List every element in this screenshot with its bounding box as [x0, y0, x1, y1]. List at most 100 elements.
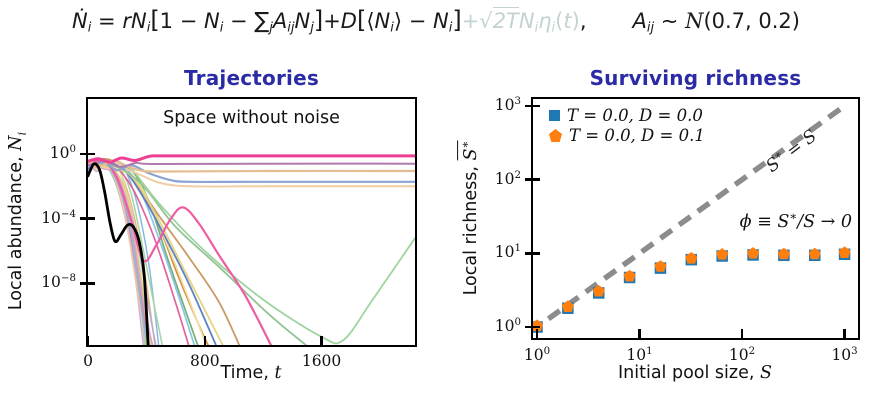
equation-segment: N [433, 9, 449, 33]
equation-noise-term-segment: √ [479, 9, 493, 33]
right-x-tick-label: 100 [523, 346, 551, 365]
equation-segment: N [374, 9, 391, 33]
tick-mark [525, 252, 540, 255]
right-y-label-var: S [460, 148, 481, 161]
right-y-label-text: Local richness, [460, 160, 481, 296]
right-x-tick-label: 103 [831, 346, 858, 365]
left-y-axis-label: Local abundance, Ni [6, 132, 29, 310]
right-y-tick-label: 101 [494, 243, 521, 262]
equation-segment: , [579, 9, 587, 33]
trajectory-line [88, 161, 217, 345]
trajectory-lines-canvas [88, 154, 415, 345]
equation-segment: ⟨ [366, 9, 375, 33]
equation-segment: N [130, 9, 147, 33]
pentagon-marker-icon [549, 129, 562, 142]
left-y-tick-label: 100 [49, 143, 76, 163]
legend-label: T = 0.0, D = 0.1 [569, 126, 705, 145]
right-y-label-sup: ∗ [458, 140, 473, 149]
equation-segment: 1 − [159, 9, 204, 33]
equation-segment: ∑ [254, 8, 270, 34]
data-point-pentagon [777, 247, 790, 260]
equation-segment: A [272, 9, 288, 33]
richness-scatter-canvas [533, 102, 851, 334]
equation-segment: ⟩ − [393, 9, 433, 33]
trajectories-plot: Space without noise [86, 97, 417, 347]
equation-segment: j [310, 20, 314, 36]
left-plot-title: Trajectories [184, 66, 319, 90]
tick-mark [80, 152, 95, 156]
equation-segment: i [390, 20, 394, 36]
right-y-tick-label: 102 [494, 169, 521, 188]
equation-noise-term-segment: η [538, 9, 552, 33]
equation-segment: ] [313, 6, 324, 34]
right-plot-title: Surviving richness [589, 66, 802, 90]
trajectory-line [88, 159, 415, 173]
left-x-label-var: t [274, 363, 282, 383]
equation-segment: D [340, 9, 357, 33]
trajectory-line [88, 158, 273, 345]
data-point-pentagon [623, 269, 636, 282]
right-x-tick-label: 102 [728, 346, 756, 365]
right-x-axis-label: Initial pool size, S [618, 363, 772, 383]
equation-noise-term-segment: N [518, 9, 535, 33]
trajectory-line [88, 162, 154, 345]
phi-annotation-pre: ϕ ≡ S [739, 211, 790, 232]
equation-segment: i [219, 20, 224, 36]
left-x-tick-label: 800 [189, 352, 220, 370]
equation-segment: N [203, 9, 220, 33]
equation-segment: − [223, 9, 255, 33]
data-point-pentagon [838, 246, 851, 258]
data-point-pentagon [716, 248, 729, 260]
equation-segment: ∼ [654, 9, 686, 33]
left-y-label-var: N [5, 135, 26, 151]
reference-dashed-line [533, 102, 849, 334]
data-point-pentagon [561, 300, 574, 312]
tick-mark [638, 329, 641, 338]
equation-noise-term-segment: i [551, 20, 556, 36]
tick-mark [525, 104, 540, 108]
right-y-tick-label: 103 [494, 95, 521, 115]
tick-mark [80, 282, 95, 285]
tick-mark [525, 178, 540, 181]
equation-segment: i [448, 20, 453, 36]
equation-noise-term-segment: + [461, 9, 480, 33]
right-y-tick-label: 100 [494, 317, 521, 336]
highlighted-trajectory [88, 162, 150, 345]
equation-segment: [ [356, 6, 367, 34]
trajectory-line [130, 167, 415, 345]
equation-segment: r [122, 9, 131, 33]
equation-segment: j [269, 20, 273, 36]
tick-mark [203, 336, 207, 345]
equation-noise-term-segment: 2T [492, 7, 519, 33]
equation-segment: (0.7, 0.2) [703, 9, 800, 33]
legend-item-dispersal: T = 0.0, D = 0.1 [549, 126, 705, 145]
tick-mark [320, 336, 323, 345]
equation-segment: Ṅ [72, 9, 88, 33]
tick-mark [525, 325, 540, 329]
equation-segment: ij [646, 20, 655, 36]
equation-segment: N [685, 9, 704, 33]
right-x-label-text: Initial pool size, [618, 363, 760, 383]
tick-mark [535, 329, 539, 338]
equation-noise-term-segment: ( [555, 9, 564, 33]
trajectory-line [88, 157, 241, 345]
equation-noise-term-segment: i [534, 20, 539, 36]
right-y-axis-label: Local richness, S∗ [457, 140, 481, 296]
right-x-label-var: S [760, 363, 772, 383]
equation-segment: ] [452, 6, 462, 34]
data-point-pentagon [654, 260, 667, 272]
trajectory-line [88, 160, 415, 184]
phi-annotation-post: /S → 0 [797, 211, 852, 232]
right-x-tick-label: 101 [626, 346, 653, 365]
left-x-tick-label: 0 [83, 352, 93, 370]
left-x-axis-label: Time, t [221, 363, 282, 383]
right-y-label-overline: S∗ [457, 140, 481, 161]
square-marker-icon [549, 110, 560, 121]
tick-mark [80, 217, 95, 220]
trajectory-line [88, 162, 224, 345]
richness-plot [531, 97, 860, 340]
legend-label: T = 0.0, D = 0.0 [567, 106, 703, 125]
equation-segment: i [146, 20, 151, 36]
data-point-pentagon [747, 247, 760, 259]
